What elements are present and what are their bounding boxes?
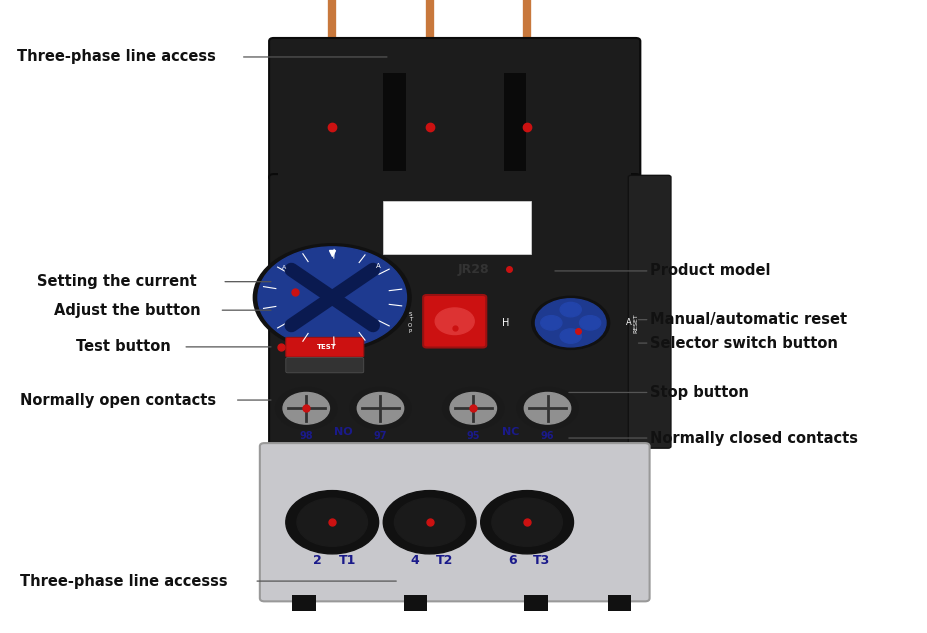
- Text: TEST: TEST: [317, 344, 337, 350]
- Bar: [524, 595, 547, 611]
- Text: JR28: JR28: [457, 263, 489, 275]
- Text: 2: 2: [312, 554, 322, 567]
- Text: T3: T3: [533, 554, 550, 567]
- Text: Test button: Test button: [76, 339, 171, 354]
- Circle shape: [349, 387, 411, 429]
- Circle shape: [531, 296, 609, 349]
- FancyBboxPatch shape: [286, 337, 363, 357]
- Bar: [403, 595, 426, 611]
- FancyBboxPatch shape: [278, 73, 630, 177]
- Circle shape: [560, 329, 580, 343]
- Text: NO: NO: [334, 427, 352, 437]
- Circle shape: [491, 498, 562, 546]
- Circle shape: [253, 244, 411, 351]
- Text: 4: 4: [410, 554, 419, 567]
- FancyBboxPatch shape: [383, 201, 530, 254]
- Circle shape: [286, 491, 378, 554]
- Bar: [383, 73, 405, 171]
- FancyBboxPatch shape: [269, 38, 640, 180]
- Text: 96: 96: [540, 430, 553, 441]
- Circle shape: [540, 316, 562, 330]
- Bar: [292, 595, 315, 611]
- FancyBboxPatch shape: [423, 295, 486, 348]
- Text: Three-phase line access: Three-phase line access: [17, 49, 215, 65]
- Text: Setting the current: Setting the current: [37, 274, 197, 289]
- Text: Product model: Product model: [649, 263, 769, 279]
- FancyBboxPatch shape: [269, 174, 640, 449]
- FancyBboxPatch shape: [304, 47, 360, 177]
- FancyBboxPatch shape: [260, 443, 649, 601]
- Text: H: H: [502, 318, 509, 328]
- Text: Selector switch button: Selector switch button: [649, 335, 836, 351]
- Circle shape: [442, 387, 503, 429]
- Circle shape: [258, 247, 406, 348]
- Text: 6: 6: [507, 554, 516, 567]
- Circle shape: [275, 387, 337, 429]
- Circle shape: [524, 392, 570, 424]
- Text: NC: NC: [502, 427, 518, 437]
- Text: Manual/automatic reset: Manual/automatic reset: [649, 312, 845, 327]
- Circle shape: [297, 498, 367, 546]
- Text: A: A: [375, 263, 380, 269]
- Circle shape: [394, 498, 464, 546]
- Text: Normally open contacts: Normally open contacts: [20, 392, 216, 408]
- Text: Normally closed contacts: Normally closed contacts: [649, 430, 857, 446]
- Circle shape: [560, 303, 580, 317]
- Circle shape: [480, 491, 573, 554]
- Text: A: A: [282, 265, 286, 270]
- FancyBboxPatch shape: [401, 47, 457, 177]
- Text: T1: T1: [338, 554, 355, 567]
- Text: S
T
O
P: S T O P: [408, 311, 412, 334]
- Circle shape: [283, 392, 329, 424]
- Text: 97: 97: [374, 430, 387, 441]
- Text: T2: T2: [436, 554, 452, 567]
- Circle shape: [535, 299, 605, 347]
- Text: 95: 95: [466, 430, 479, 441]
- Bar: [607, 595, 630, 611]
- Circle shape: [383, 491, 476, 554]
- Text: 98: 98: [299, 430, 312, 441]
- Bar: [503, 73, 526, 171]
- Text: Three-phase line accesss: Three-phase line accesss: [20, 573, 228, 589]
- Text: RESET: RESET: [632, 313, 638, 333]
- FancyBboxPatch shape: [628, 175, 670, 448]
- FancyBboxPatch shape: [499, 47, 554, 177]
- Circle shape: [357, 392, 403, 424]
- Circle shape: [516, 387, 578, 429]
- Circle shape: [450, 392, 496, 424]
- Circle shape: [578, 316, 600, 330]
- Text: Adjust the button: Adjust the button: [54, 303, 200, 318]
- Text: A: A: [626, 318, 631, 327]
- Text: Stop button: Stop button: [649, 385, 748, 400]
- FancyBboxPatch shape: [286, 358, 363, 373]
- Circle shape: [435, 308, 474, 334]
